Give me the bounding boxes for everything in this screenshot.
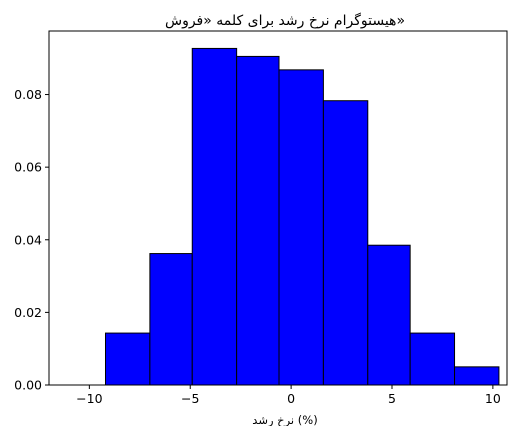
y-tick-label: 0.02 bbox=[14, 305, 42, 320]
bars-group bbox=[104, 47, 500, 386]
histogram-bar bbox=[278, 69, 324, 386]
y-tick-label: 0.08 bbox=[14, 87, 42, 102]
chart-title: هیستوگرام نرخ رشد برای کلمه «فروش» bbox=[165, 12, 405, 29]
x-tick-label: 0 bbox=[287, 391, 295, 406]
histogram-bar bbox=[149, 253, 193, 386]
x-tick-label: −10 bbox=[76, 391, 102, 406]
y-axis-ticks: 0.00 0.02 0.04 0.06 0.08 bbox=[14, 87, 49, 393]
x-tick-label: 10 bbox=[485, 391, 501, 406]
histogram-bar bbox=[367, 244, 411, 386]
y-tick-label: 0.06 bbox=[14, 160, 42, 175]
plot-frame bbox=[48, 30, 508, 386]
y-tick-label: 0.00 bbox=[14, 378, 42, 393]
histogram-bar bbox=[454, 366, 500, 386]
histogram-bar bbox=[191, 47, 238, 386]
x-axis-label: نرخ رشد (%) bbox=[252, 413, 317, 426]
histogram-bar bbox=[322, 100, 369, 386]
x-tick-label: 5 bbox=[388, 391, 396, 406]
x-axis-ticks: −10 −5 0 5 10 bbox=[76, 385, 501, 406]
y-tick-label: 0.04 bbox=[14, 232, 42, 247]
histogram-bar bbox=[409, 332, 456, 386]
histogram-bar bbox=[104, 332, 151, 386]
histogram-bar bbox=[236, 55, 280, 386]
x-tick-label: −5 bbox=[181, 391, 199, 406]
